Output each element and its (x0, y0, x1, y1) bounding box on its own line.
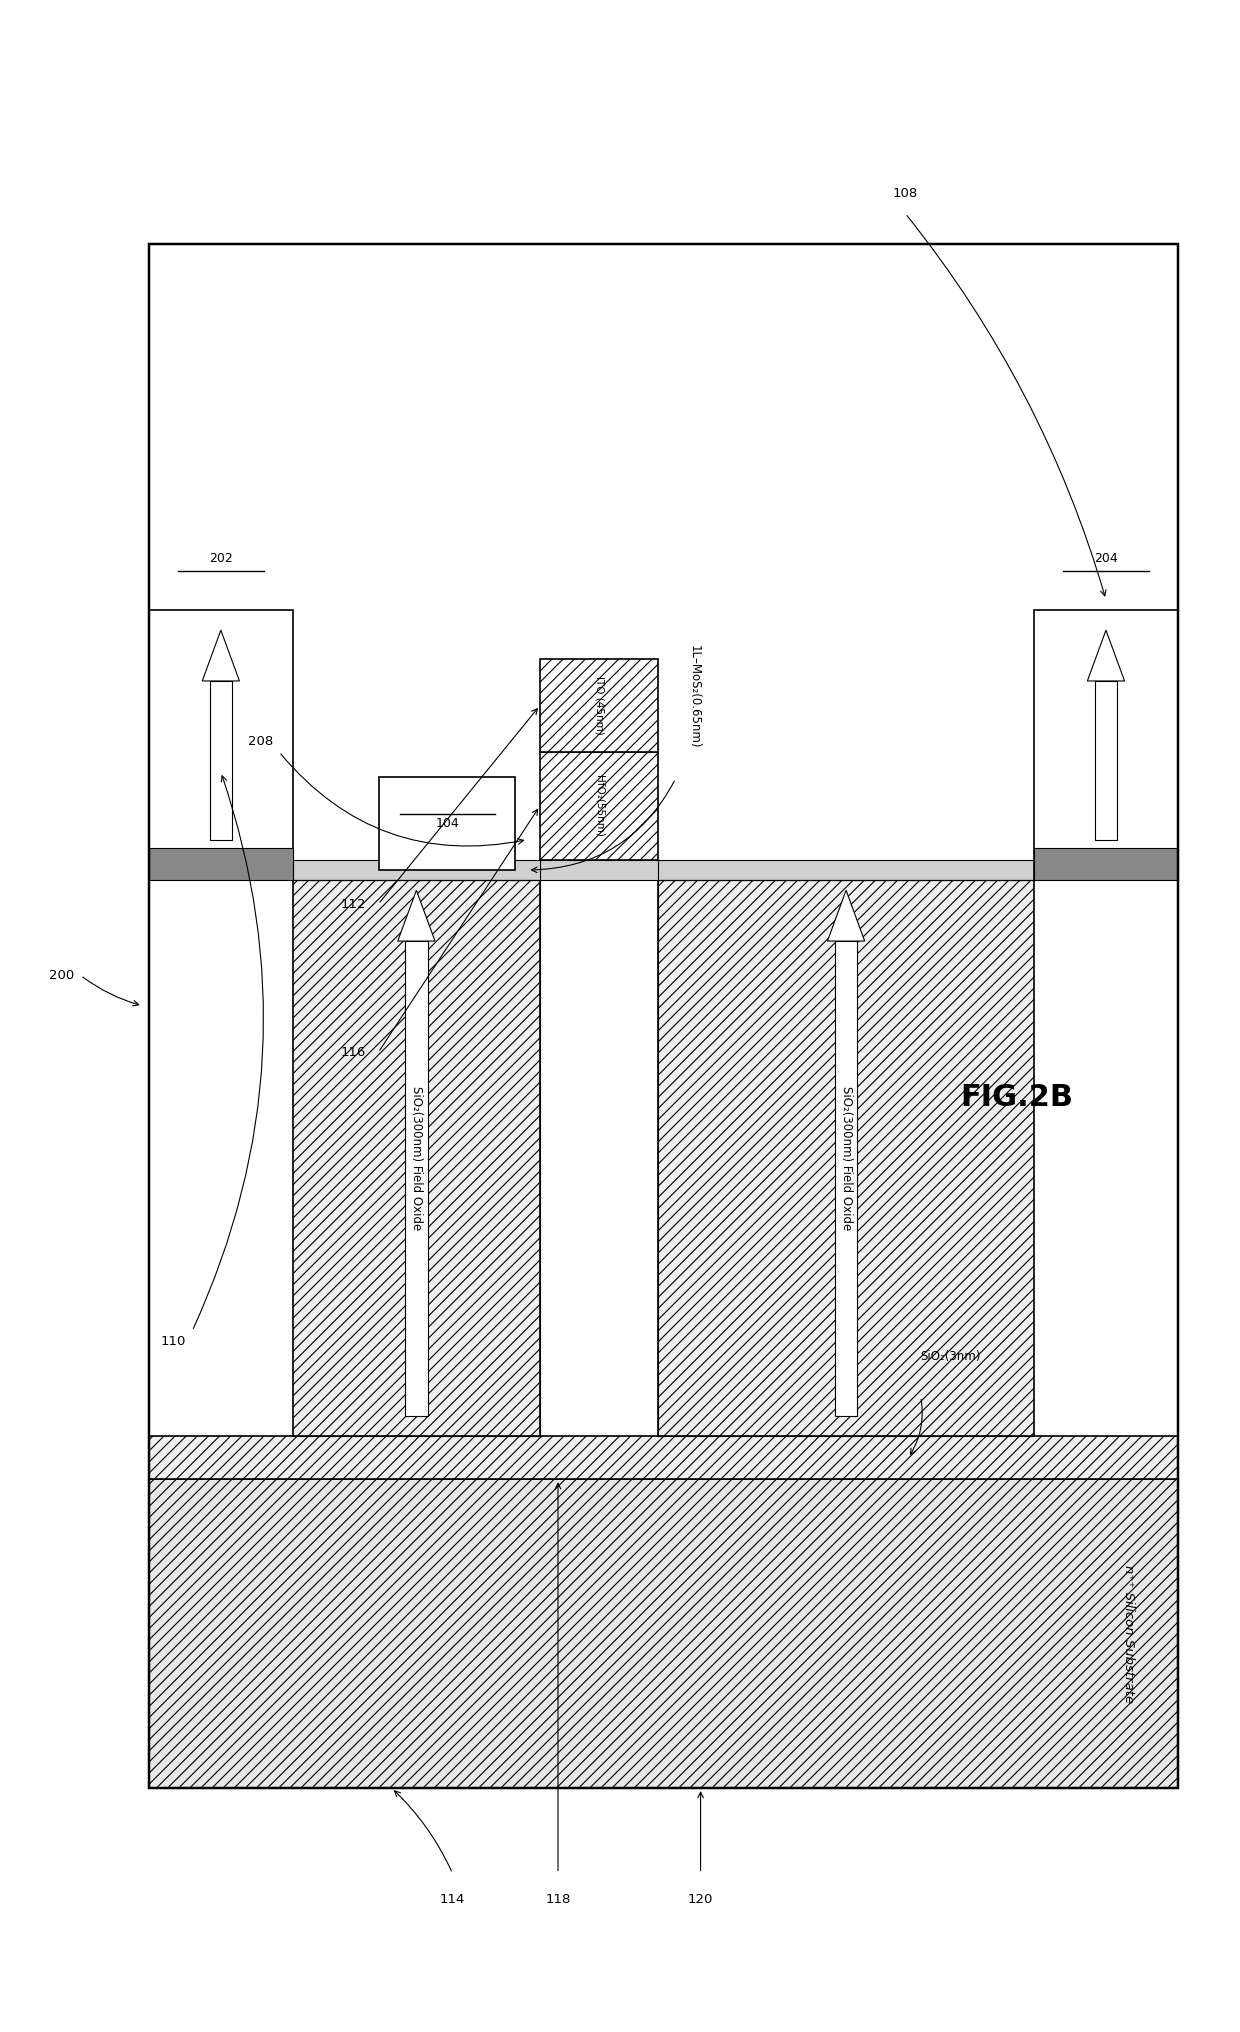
Bar (539, 752, 658, 860)
Text: 208: 208 (248, 736, 273, 748)
Text: 118: 118 (546, 1894, 570, 1906)
Text: 204: 204 (1094, 553, 1117, 565)
Bar (539, 658, 658, 752)
Text: 104: 104 (435, 817, 459, 831)
Bar (1034, 847, 1178, 880)
Polygon shape (398, 890, 435, 941)
Text: 108: 108 (893, 187, 918, 199)
Bar (149, 244, 1178, 1788)
Bar (149, 1437, 1178, 1479)
Text: FIG.2B: FIG.2B (960, 1083, 1074, 1112)
Bar (149, 847, 293, 880)
Bar (210, 681, 232, 839)
Text: 110: 110 (161, 1335, 186, 1347)
Text: 202: 202 (210, 553, 233, 565)
Text: SiO₂(300nm) Field Oxide: SiO₂(300nm) Field Oxide (839, 1085, 853, 1229)
Polygon shape (1087, 630, 1125, 681)
Bar (1034, 610, 1178, 880)
Bar (405, 941, 428, 1416)
Text: ITO (45nm): ITO (45nm) (594, 677, 604, 736)
Text: n⁺⁺ Silicon Substrate: n⁺⁺ Silicon Substrate (1122, 1565, 1135, 1703)
Bar (1095, 681, 1117, 839)
Text: 114: 114 (440, 1894, 465, 1906)
Text: 116: 116 (341, 1046, 366, 1059)
Text: 120: 120 (688, 1894, 713, 1906)
Bar (835, 941, 857, 1416)
Polygon shape (827, 890, 864, 941)
Bar (149, 1479, 1178, 1788)
Text: 1L–MoS₂(0.65nm): 1L–MoS₂(0.65nm) (688, 646, 701, 750)
Bar (149, 610, 293, 880)
Text: SiO₂(3nm): SiO₂(3nm) (920, 1349, 981, 1363)
Bar (293, 860, 1034, 880)
Bar (379, 778, 515, 870)
Text: 112: 112 (341, 898, 366, 910)
Bar (658, 880, 1034, 1437)
Text: SiO₂(300nm) Field Oxide: SiO₂(300nm) Field Oxide (410, 1085, 423, 1229)
Text: HfO₂(55nm): HfO₂(55nm) (594, 774, 604, 837)
Polygon shape (202, 630, 239, 681)
Text: 200: 200 (50, 969, 74, 981)
Bar (293, 880, 539, 1437)
